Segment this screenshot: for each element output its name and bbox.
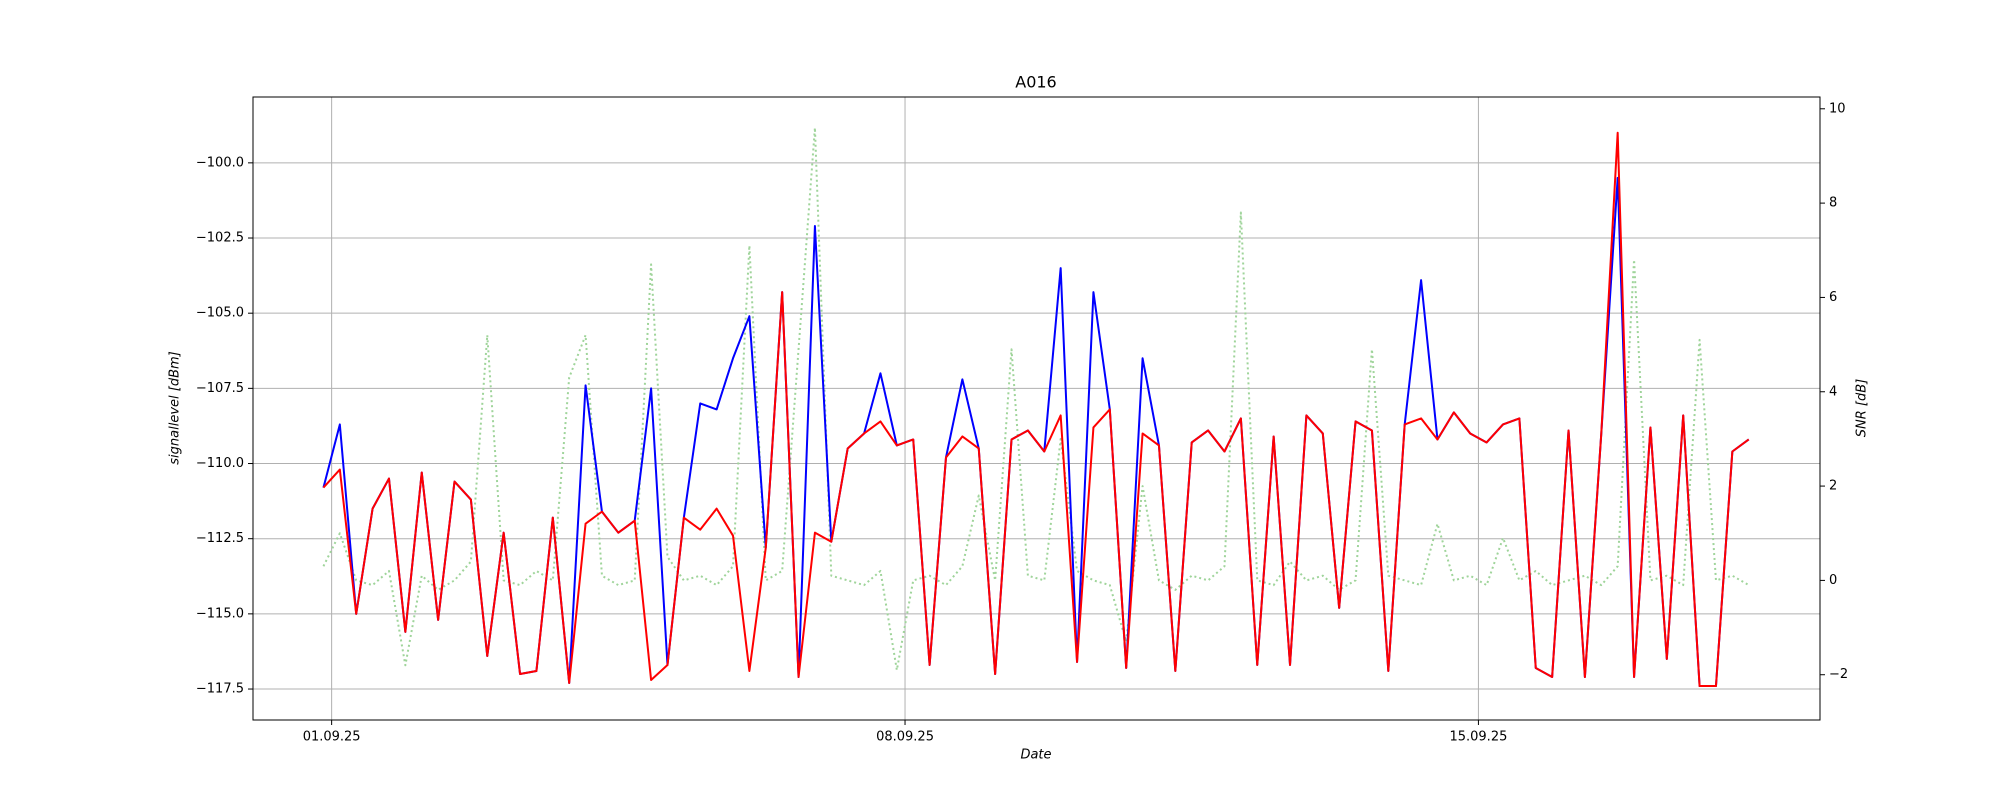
x-axis-label: Date [1020,748,1051,763]
x-tick-label: 01.09.25 [303,730,361,745]
y2-tick-label: 8 [1829,196,1837,211]
y2-tick-label: 0 [1829,573,1837,588]
y-tick-label: −105.0 [196,306,244,321]
data-line [322,131,1750,688]
y-tick-label: −100.0 [196,155,244,170]
y2-tick-label: 2 [1829,479,1837,494]
y2-tick-label: 6 [1829,290,1837,305]
y-tick-label: −102.5 [196,231,244,246]
data-line [322,176,1750,688]
y2-tick-label: 10 [1829,101,1846,116]
y2-tick-label: −2 [1829,667,1848,682]
y2-tick-label: 4 [1829,384,1837,399]
x-tick-label: 08.09.25 [876,730,934,745]
y-tick-label: −115.0 [196,606,244,621]
x-tick-label: 15.09.25 [1449,730,1507,745]
y-axis-label: signallevel [dBm] [168,351,183,464]
y-tick-label: −107.5 [196,381,244,396]
data-line [322,126,1750,672]
y-tick-label: −117.5 [196,682,244,697]
axes-frame [252,96,1821,721]
y-tick-label: −112.5 [196,531,244,546]
chart-title: A016 [1015,73,1056,92]
y-tick-label: −110.0 [196,456,244,471]
y2-axis-label: SNR [dB] [1855,379,1870,437]
